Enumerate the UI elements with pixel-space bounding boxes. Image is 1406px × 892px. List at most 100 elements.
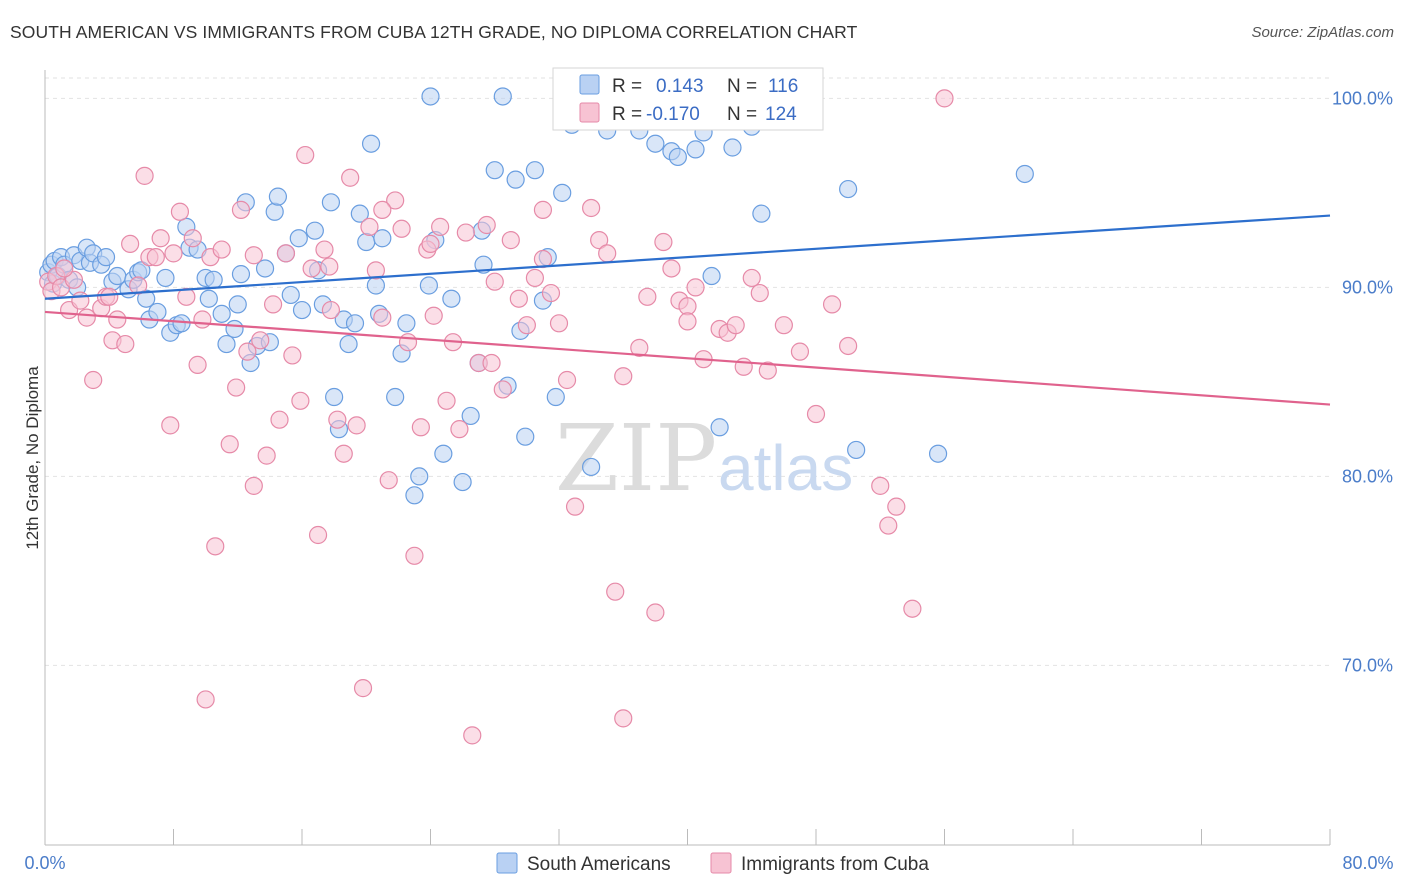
point-south-americans [357,232,376,252]
point-immigrants-from-cuba [347,416,366,435]
point-immigrants-from-cuba [177,287,196,306]
point-immigrants-from-cuba [231,200,251,219]
point-immigrants-from-cuba [308,525,328,545]
point-immigrants-from-cuba [678,297,697,316]
point-south-americans [292,300,312,320]
point-immigrants-from-cuba [55,259,74,278]
point-immigrants-from-cuba [244,246,263,265]
y-tick-labels: 100.0% 90.0% 80.0% 70.0% [1332,88,1393,675]
point-immigrants-from-cuba [662,259,681,278]
point-immigrants-from-cuba [437,391,456,410]
point-immigrants-from-cuba [450,420,469,439]
point-immigrants-from-cuba [212,240,231,259]
point-south-americans [96,248,116,267]
point-immigrants-from-cuba [398,333,418,352]
point-south-americans [204,270,223,289]
point-immigrants-from-cuba [630,338,649,357]
point-immigrants-from-cuba [244,476,263,495]
point-south-americans [582,457,601,477]
stats-n-label-1: N = [727,76,757,97]
point-south-americans [752,204,771,223]
point-immigrants-from-cuba [71,291,90,310]
trend-lines [44,214,1331,406]
point-south-americans [345,314,365,333]
stats-n-label-2: N = [727,104,757,125]
chart-source: Source: ZipAtlas.com [1251,24,1394,41]
point-south-americans [553,183,572,202]
point-south-americans [212,304,231,323]
stats-n-value-2: 124 [765,104,797,125]
point-south-americans [255,259,275,278]
point-immigrants-from-cuba [557,370,577,390]
point-south-americans [453,472,472,492]
point-immigrants-from-cuba [196,690,215,709]
point-south-americans [199,289,218,308]
trend-line-south-americans [44,214,1331,300]
point-immigrants-from-cuba [405,546,424,565]
y-tick-label: 80.0% [1342,466,1393,486]
point-south-americans [847,440,866,460]
point-immigrants-from-cuba [220,435,239,454]
point-immigrants-from-cuba [188,355,207,374]
point-immigrants-from-cuba [238,342,257,361]
point-immigrants-from-cuba [509,289,528,308]
point-immigrants-from-cuba [263,295,283,314]
point-immigrants-from-cuba [477,215,496,235]
stats-legend: R = 0.143 N = 116 R = -0.170 N = 124 [552,67,824,131]
point-south-americans [281,285,300,305]
point-immigrants-from-cuba [421,234,440,254]
point-immigrants-from-cuba [116,334,135,354]
point-immigrants-from-cuba [328,410,347,429]
stats-swatch-cuba [579,102,600,123]
watermark-atlas: atlas [718,432,853,504]
point-immigrants-from-cuba [360,217,379,236]
point-immigrants-from-cuba [183,229,202,248]
point-immigrants-from-cuba [291,391,310,410]
point-immigrants-from-cuba [742,268,761,288]
point-immigrants-from-cuba [935,89,954,108]
stats-n-value-1: 116 [768,76,798,97]
point-immigrants-from-cuba [758,361,777,380]
point-immigrants-from-cuba [386,191,405,210]
stats-r-value-2: -0.170 [646,104,700,125]
point-south-americans [646,134,665,153]
point-immigrants-from-cuba [887,497,906,516]
point-immigrants-from-cuba [903,599,922,618]
point-south-americans [702,266,721,286]
point-immigrants-from-cuba [270,410,289,429]
point-immigrants-from-cuba [686,278,705,297]
point-south-americans [516,427,535,446]
point-immigrants-from-cuba [334,444,353,463]
point-south-americans [397,314,416,333]
point-south-americans [325,387,344,407]
point-south-americans [1015,164,1034,184]
point-immigrants-from-cuba [533,249,553,269]
point-immigrants-from-cuba [108,310,127,329]
point-immigrants-from-cuba [193,310,212,329]
stats-r-label-1: R = [612,76,642,97]
point-immigrants-from-cuba [654,232,673,252]
point-south-americans [268,187,288,206]
point-south-americans [419,276,438,295]
point-south-americans [137,289,156,308]
point-south-americans [386,387,405,407]
point-immigrants-from-cuba [638,287,657,306]
point-immigrants-from-cuba [501,231,520,250]
point-south-americans [339,334,358,354]
point-immigrants-from-cuba [227,378,246,397]
point-immigrants-from-cuba [614,367,633,386]
point-south-americans [686,140,705,159]
chart-title: SOUTH AMERICAN VS IMMIGRANTS FROM CUBA 1… [10,22,858,42]
point-immigrants-from-cuba [582,198,601,218]
point-immigrants-from-cuba [456,223,475,242]
point-immigrants-from-cuba [353,679,373,698]
point-immigrants-from-cuba [790,342,810,361]
point-south-americans [474,255,493,274]
watermark-zip: ZIP [555,405,717,512]
point-south-americans [366,276,385,295]
y-tick-label: 90.0% [1342,277,1393,297]
trend-line-immigrants-from-cuba [44,310,1331,406]
legend: South Americans Immigrants from Cuba [496,852,929,875]
point-south-americans [421,87,440,106]
point-immigrants-from-cuba [366,261,385,280]
